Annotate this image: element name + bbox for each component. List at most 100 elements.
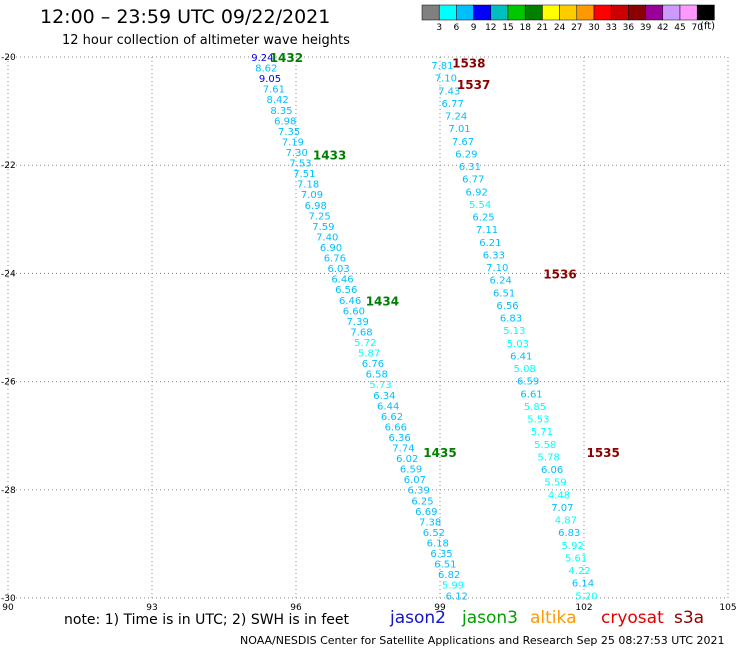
track-value-jason3: 7.74 [392, 444, 414, 455]
track-value-jason3: 6.18 [427, 539, 449, 550]
color-scale-swatch [593, 4, 612, 21]
track-value-jason3: 6.60 [343, 306, 365, 317]
color-scale-swatch [679, 4, 698, 21]
track-value-s3a: 6.31 [459, 162, 481, 173]
track-value-s3a: 6.59 [517, 377, 539, 388]
chart-subtitle: 12 hour collection of altimeter wave hei… [62, 33, 350, 48]
x-tick-label: 93 [146, 603, 157, 613]
track-value-jason3: 8.62 [255, 64, 277, 75]
track-value-s3a: 5.20 [575, 591, 597, 602]
track-value-jason3: 6.58 [366, 370, 388, 381]
track-value-s3a: 5.13 [503, 326, 525, 337]
pass-label: 1432 [270, 51, 303, 65]
color-scale-tick: 9 [471, 23, 477, 33]
track-value-s3a: 7.43 [438, 86, 460, 97]
track-value-s3a: 6.83 [500, 314, 522, 325]
track-value-s3a: 5.92 [562, 541, 584, 552]
color-scale-tick: 45 [674, 23, 685, 33]
color-scale-tick: 3 [436, 23, 442, 33]
track-value-jason3: 7.68 [350, 327, 372, 338]
color-scale-swatch [490, 4, 509, 21]
y-tick-label: -24 [1, 269, 16, 279]
track-value-jason3: 6.44 [377, 401, 399, 412]
track-value-jason3: 6.90 [320, 243, 342, 254]
track-value-s3a: 6.41 [510, 351, 532, 362]
track-value-s3a: 6.92 [466, 187, 488, 198]
track-value-jason3: 5.87 [358, 349, 380, 360]
track-value-jason3: 6.76 [324, 254, 346, 265]
track-value-jason3: 9.05 [259, 74, 281, 85]
track-value-s3a: 6.21 [479, 238, 501, 249]
color-scale-tick: 24 [554, 23, 566, 33]
track-value-jason3: 7.35 [278, 127, 300, 138]
color-scale-swatch [421, 4, 440, 21]
track-value-jason3: 7.09 [301, 190, 323, 201]
track-value-s3a: 7.10 [486, 263, 508, 274]
track-value-s3a: 6.14 [572, 579, 594, 590]
track-value-s3a: 5.59 [544, 478, 566, 489]
track-value-jason3: 7.18 [297, 180, 319, 191]
legend-jason2: jason2 [390, 608, 446, 628]
track-value-jason3: 6.51 [434, 560, 456, 571]
color-scale-swatch [473, 4, 492, 21]
track-value-s3a: 5.78 [538, 452, 560, 463]
color-scale-swatch [507, 4, 526, 21]
pass-label: 1535 [586, 446, 619, 460]
track-value-s3a: 7.24 [445, 112, 467, 123]
color-scale-swatch [438, 4, 457, 21]
track-value-jason3: 8.42 [267, 95, 289, 106]
track-value-jason3: 8.35 [270, 106, 292, 117]
track-value-s3a: 7.11 [476, 225, 498, 236]
track-value-s3a: 5.61 [565, 553, 587, 564]
track-value-jason3: 6.02 [396, 454, 418, 465]
track-value-s3a: 5.03 [507, 339, 529, 350]
track-value-s3a: 5.58 [534, 440, 556, 451]
track-value-s3a: 7.67 [452, 137, 474, 148]
color-scale-tick: 21 [537, 23, 548, 33]
track-value-s3a: 5.71 [531, 427, 553, 438]
y-tick-label: -30 [1, 594, 16, 604]
track-value-jason3: 6.52 [423, 528, 445, 539]
color-scale-tick: 12 [485, 23, 496, 33]
track-value-jason3: 6.03 [328, 264, 350, 275]
legend-cryosat: cryosat [601, 608, 664, 628]
track-value-jason3: 6.62 [381, 412, 403, 423]
color-scale-tick: 27 [571, 23, 582, 33]
color-scale-swatch [628, 4, 646, 21]
track-value-jason3: 7.38 [419, 517, 441, 528]
track-value-jason3: 6.12 [446, 591, 468, 602]
pass-label: 1538 [452, 56, 485, 70]
color-scale-swatch [645, 4, 664, 21]
track-value-jason3: 6.56 [335, 285, 357, 296]
color-scale-swatch [696, 4, 715, 21]
color-scale-tick: 42 [657, 23, 668, 33]
track-value-s3a: 5.54 [469, 200, 491, 211]
track-value-s3a: 6.33 [483, 250, 505, 261]
track-value-s3a: 7.10 [435, 74, 457, 85]
track-value-jason3: 7.30 [286, 148, 308, 159]
x-tick-label: 99 [434, 603, 446, 613]
color-scale-swatch [456, 4, 474, 21]
track-value-jason3: 7.39 [347, 317, 369, 328]
pass-label: 1433 [313, 148, 346, 162]
track-value-s3a: 4.48 [548, 490, 570, 501]
track-value-jason3: 5.72 [354, 338, 376, 349]
track-value-jason3: 6.76 [362, 359, 384, 370]
track-value-s3a: 6.77 [442, 99, 464, 110]
color-scale-swatch [542, 4, 560, 21]
track-value-s3a: 6.24 [490, 276, 512, 287]
track-value-jason3: 6.82 [438, 570, 460, 581]
track-value-jason3: 6.25 [411, 496, 433, 507]
track-value-jason3: 6.07 [404, 475, 426, 486]
track-value-jason3: 7.40 [316, 232, 338, 243]
color-scale-tick: 33 [605, 23, 616, 33]
track-value-jason3: 7.53 [289, 159, 311, 170]
track-value-s3a: 7.07 [551, 503, 573, 514]
track-value-jason3: 7.25 [308, 211, 330, 222]
x-tick-label: 105 [719, 603, 736, 613]
color-scale-swatch [524, 4, 543, 21]
track-value-jason3: 6.98 [305, 201, 327, 212]
legend-altika: altika [530, 608, 577, 628]
track-value-s3a: 6.77 [462, 175, 484, 186]
